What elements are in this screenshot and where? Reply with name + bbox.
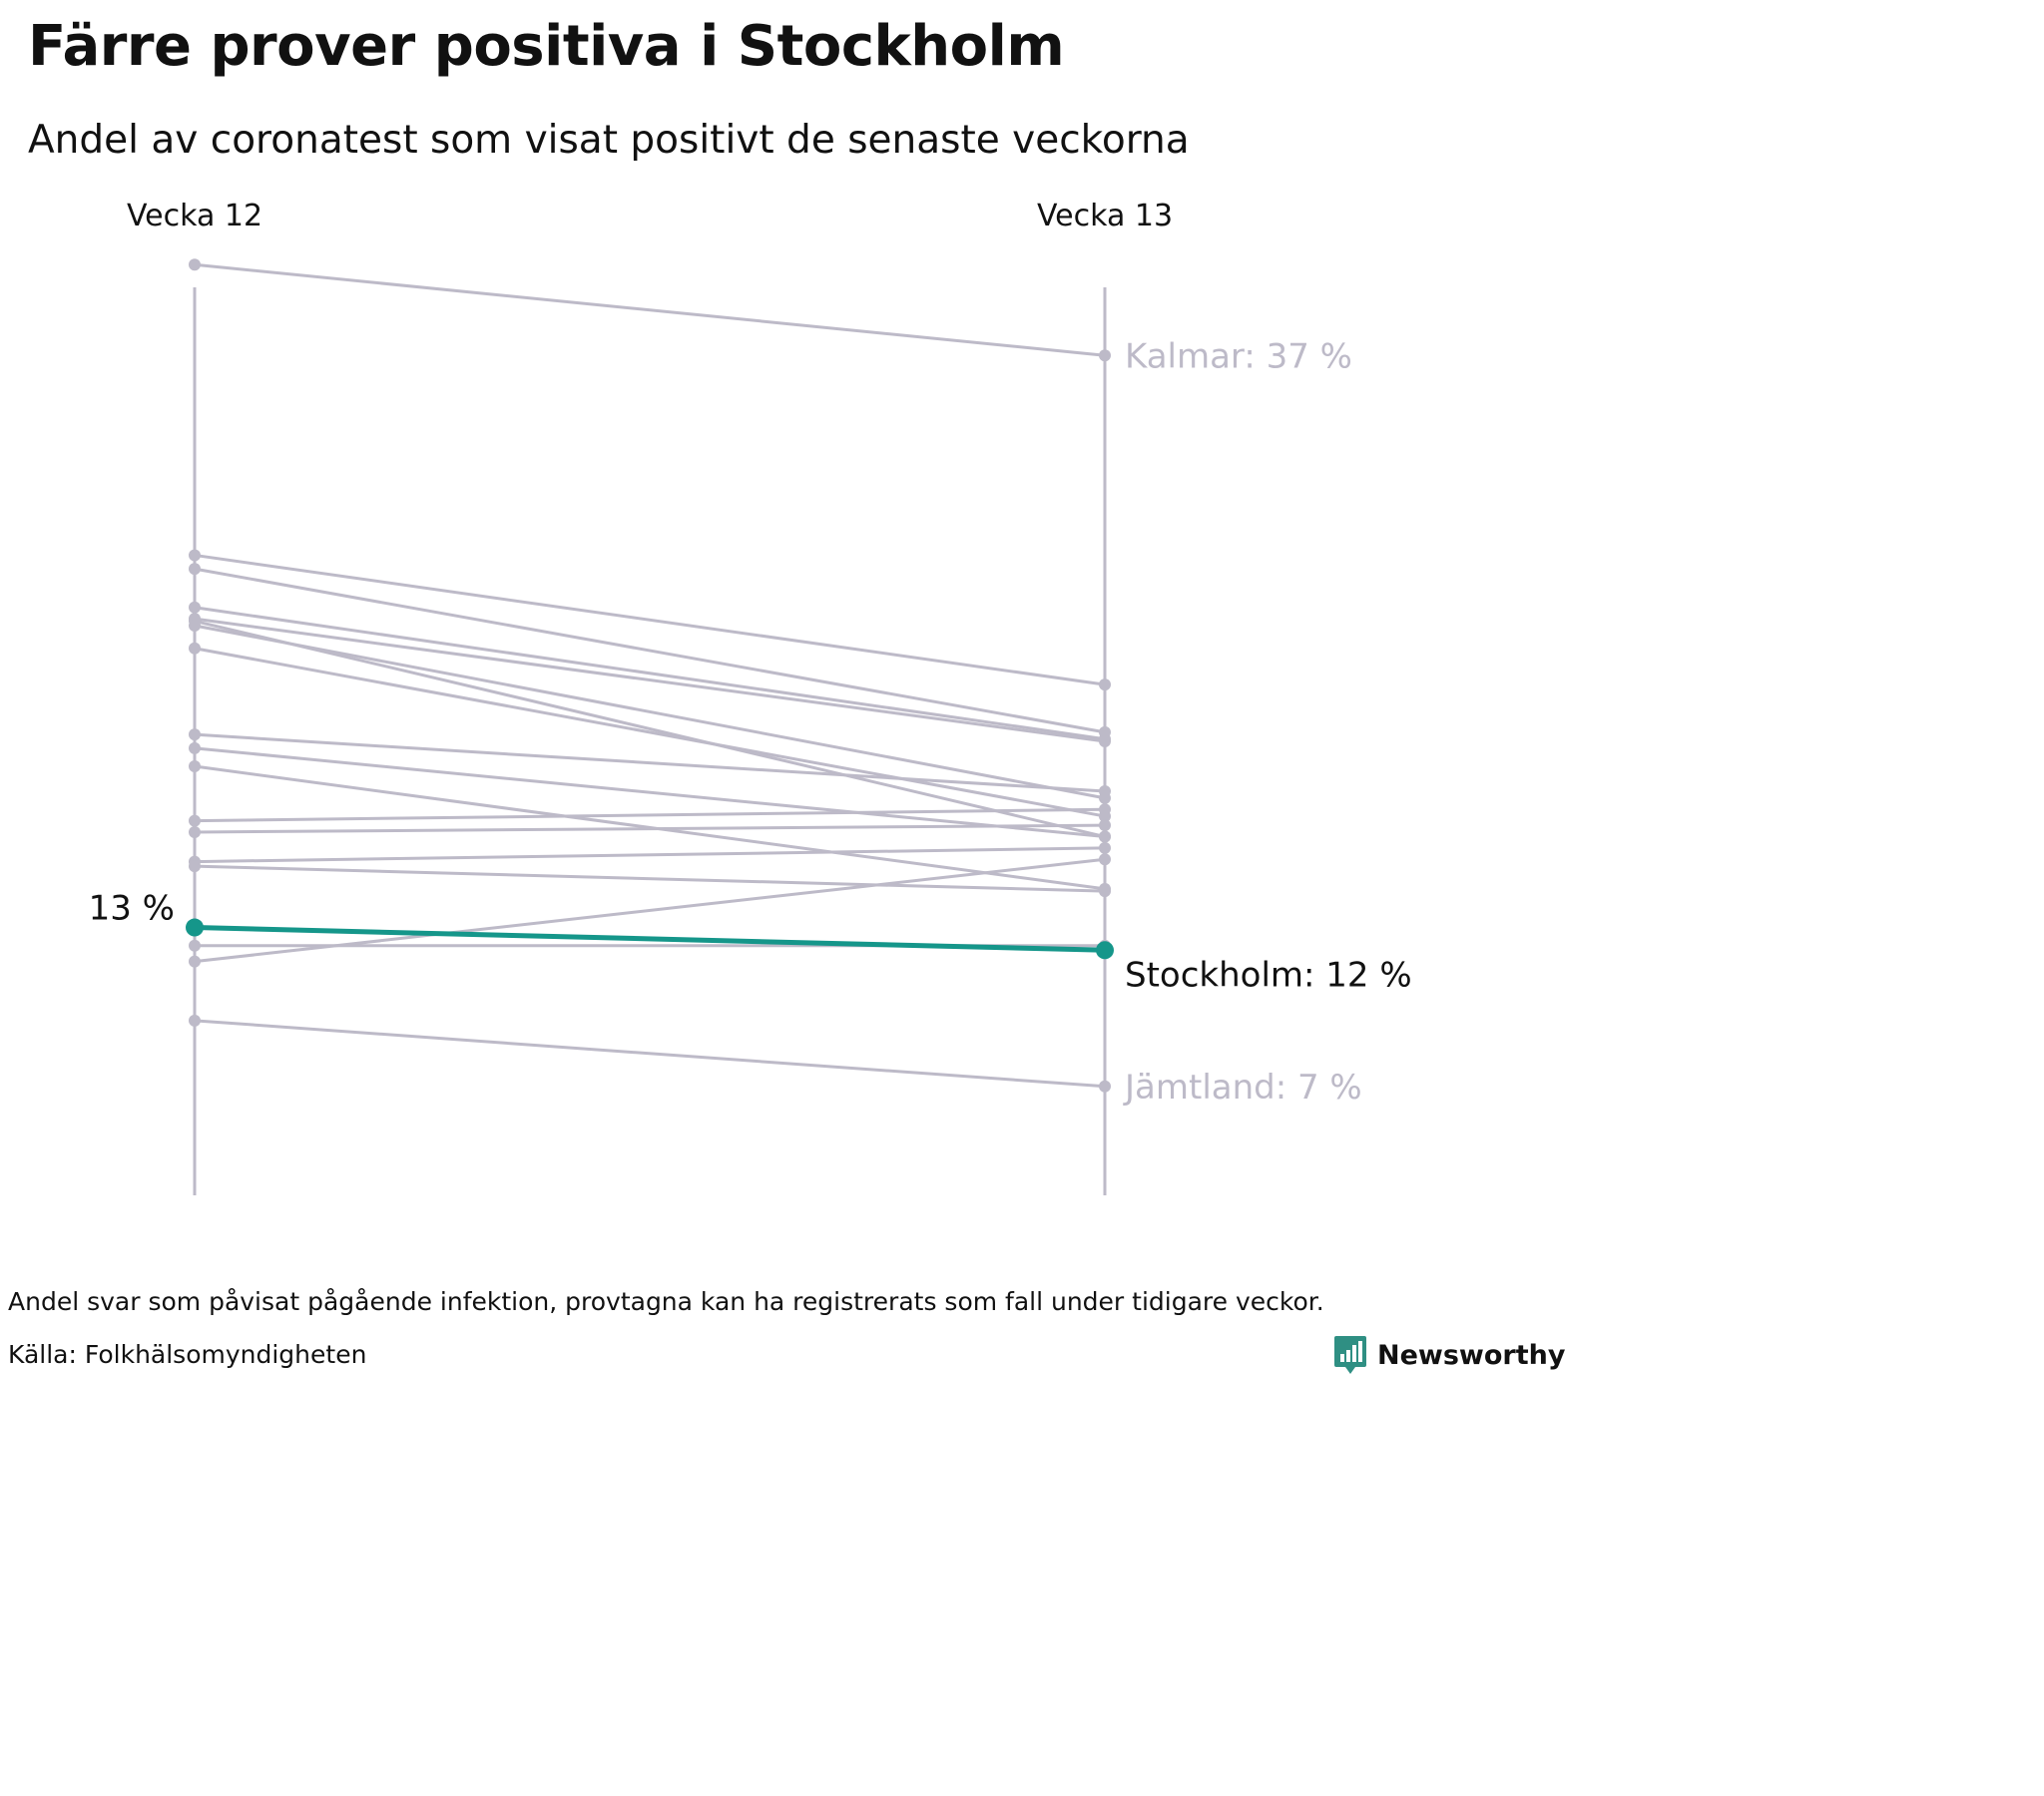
start-label-stockholm: 13 %	[89, 889, 175, 929]
bar-chart-icon	[1334, 1336, 1366, 1374]
point-end-stockholm	[1096, 941, 1114, 960]
point-start-region-11	[189, 760, 201, 773]
series-line-kalmar	[194, 262, 1106, 357]
series-line-region-9	[194, 732, 1106, 793]
point-start-region-13	[189, 826, 201, 838]
series-line-stockholm	[194, 925, 1106, 953]
point-end-region-10	[1099, 830, 1111, 843]
series-line-jämtland	[194, 1019, 1106, 1089]
series-line-region-3	[194, 567, 1106, 734]
point-end-region-5	[1099, 735, 1111, 747]
series-line-region-5	[194, 617, 1106, 743]
chart-subtitle: Andel av coronatest som visat positivt d…	[28, 118, 1190, 163]
series-line-region-2	[194, 553, 1106, 686]
point-end-region-9	[1099, 785, 1111, 798]
point-start-region-2	[189, 549, 201, 562]
series-line-region-4	[194, 606, 1106, 741]
newsworthy-logo: Newsworthy	[1333, 1333, 1565, 1377]
point-end-jämtland	[1099, 1080, 1111, 1093]
point-end-region-13	[1099, 819, 1111, 832]
series-line-region-17	[194, 857, 1106, 964]
point-start-region-7	[189, 619, 201, 632]
end-label-stockholm: Stockholm: 12 %	[1125, 955, 1412, 995]
footnote: Andel svar som påvisat pågående infektio…	[8, 1287, 1324, 1316]
point-start-kalmar	[189, 258, 201, 271]
series-line-region-8	[194, 647, 1106, 818]
point-end-region-14	[1099, 841, 1111, 854]
point-end-region-17	[1099, 853, 1111, 866]
series-line-region-7	[194, 624, 1106, 800]
point-start-region-8	[189, 642, 201, 655]
series-line-region-10	[194, 746, 1106, 839]
point-start-region-3	[189, 563, 201, 576]
brand-name: Newsworthy	[1377, 1339, 1566, 1371]
slope-chart: Vecka 12 Vecka 13 Kalmar: 37 % Jämtland: 7 …	[89, 199, 1412, 1195]
series-line-region-12	[194, 807, 1106, 823]
point-start-region-15	[189, 860, 201, 873]
x-label-week-12: Vecka 12	[127, 199, 262, 233]
point-end-region-12	[1099, 803, 1111, 816]
point-start-region-12	[189, 814, 201, 827]
point-end-kalmar	[1099, 349, 1111, 362]
series-line-region-15	[194, 864, 1106, 893]
point-start-region-4	[189, 601, 201, 614]
end-label-jämtland: Jämtland: 7 %	[1123, 1068, 1362, 1108]
point-end-region-2	[1099, 678, 1111, 691]
point-end-region-15	[1099, 885, 1111, 898]
x-label-week-13: Vecka 13	[1037, 199, 1173, 233]
series-line-region-14	[194, 846, 1106, 864]
point-start-region-10	[189, 741, 201, 754]
chart-title: Färre prover positiva i Stockholm	[28, 14, 1065, 79]
series-line-region-6	[194, 619, 1106, 839]
source-note: Källa: Folkhälsomyndigheten	[8, 1340, 367, 1369]
series-line-region-13	[194, 823, 1106, 834]
point-start-jämtland	[189, 1014, 201, 1027]
point-start-region-9	[189, 728, 201, 741]
point-start-region-17	[189, 955, 201, 968]
point-start-stockholm	[186, 918, 204, 937]
point-start-region-16	[189, 939, 201, 952]
end-label-kalmar: Kalmar: 37 %	[1125, 336, 1352, 376]
